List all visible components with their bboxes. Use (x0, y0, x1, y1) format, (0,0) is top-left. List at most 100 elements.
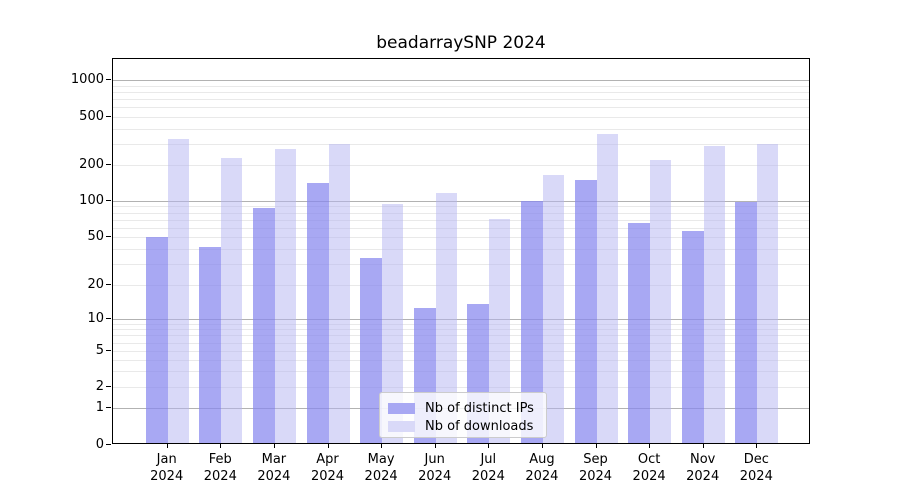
y-tick-label: 0 (95, 436, 104, 452)
y-tick-label: 100 (79, 192, 104, 208)
minor-gridline (113, 323, 809, 325)
bar-downloads (167, 139, 189, 443)
minor-gridline (113, 359, 809, 361)
x-tick-mark (434, 444, 436, 448)
bar-distinct-ips (252, 208, 275, 443)
x-tick-mark (702, 444, 704, 448)
x-tick-label: Jul 2024 (471, 452, 505, 484)
x-tick-label: Jan 2024 (150, 452, 184, 484)
minor-gridline (113, 143, 809, 145)
y-tick-label: 50 (87, 228, 104, 244)
minor-gridline (113, 206, 809, 208)
bar-downloads (382, 204, 404, 443)
y-tick-label: 10 (87, 310, 104, 326)
minor-gridline (113, 91, 809, 93)
x-tick-mark (166, 444, 168, 448)
legend-item-distinct-ips: Nb of distinct IPs (388, 400, 538, 416)
x-tick-mark (488, 444, 490, 448)
x-tick-label: Mar 2024 (257, 452, 291, 484)
minor-gridline (113, 219, 809, 221)
x-tick-label: May 2024 (364, 452, 398, 484)
chart-title: beadarraySNP 2024 (376, 33, 546, 53)
bar-downloads (596, 134, 618, 443)
minor-gridline (113, 263, 809, 265)
y-tick-label: 200 (79, 156, 104, 172)
bar-downloads (435, 193, 457, 443)
x-tick-mark (756, 444, 758, 448)
legend-item-downloads: Nb of downloads (388, 418, 538, 434)
minor-gridline (113, 351, 809, 352)
bar-distinct-ips (360, 258, 383, 443)
minor-gridline (113, 128, 809, 130)
y-tick-mark (106, 407, 111, 408)
major-gridline (113, 80, 809, 81)
bar-distinct-ips (306, 183, 329, 443)
y-tick-label: 500 (79, 108, 104, 124)
minor-gridline (113, 227, 809, 229)
bar-downloads (328, 143, 350, 443)
legend-swatch-distinct-ips (388, 402, 415, 414)
y-tick-mark (106, 350, 111, 351)
x-tick-mark (541, 444, 543, 448)
y-tick-mark (106, 236, 111, 237)
legend-label-distinct-ips: Nb of distinct IPs (425, 400, 534, 416)
minor-gridline (113, 165, 809, 166)
plot-area: Nb of distinct IPs Nb of downloads (112, 58, 810, 444)
bar-downloads (757, 143, 779, 443)
minor-gridline (113, 387, 809, 388)
x-tick-label: Dec 2024 (739, 452, 773, 484)
x-tick-label: Feb 2024 (203, 452, 237, 484)
y-tick-mark (106, 444, 111, 445)
y-tick-label: 5 (95, 342, 104, 358)
x-tick-label: Nov 2024 (686, 452, 720, 484)
x-tick-mark (649, 444, 651, 448)
bar-downloads (542, 174, 564, 443)
x-tick-mark (381, 444, 383, 448)
minor-gridline (113, 99, 809, 101)
major-gridline (113, 201, 809, 202)
x-tick-label: Sep 2024 (578, 452, 613, 484)
bar-distinct-ips (145, 237, 168, 443)
x-tick-mark (595, 444, 597, 448)
bar-distinct-ips (199, 246, 222, 443)
x-tick-label: Jun 2024 (418, 452, 452, 484)
minor-gridline (113, 335, 809, 337)
legend-swatch-downloads (388, 420, 415, 432)
y-tick-label: 20 (87, 276, 104, 292)
bar-downloads (274, 149, 296, 443)
y-tick-mark (106, 386, 111, 387)
y-tick-mark (106, 284, 111, 285)
legend-label-downloads: Nb of downloads (425, 418, 534, 434)
x-tick-label: Apr 2024 (310, 452, 345, 484)
minor-gridline (113, 212, 809, 214)
minor-gridline (113, 285, 809, 286)
minor-gridline (113, 371, 809, 373)
y-tick-label: 1 (95, 399, 104, 415)
x-tick-label: Aug 2024 (525, 452, 559, 484)
y-tick-label: 2 (95, 378, 104, 394)
minor-gridline (113, 248, 809, 250)
y-tick-mark (106, 200, 111, 201)
y-tick-label: 1000 (70, 71, 104, 87)
y-tick-mark (106, 116, 111, 117)
minor-gridline (113, 85, 809, 87)
bar-distinct-ips (574, 180, 597, 443)
y-tick-mark (106, 79, 111, 80)
bar-distinct-ips (735, 202, 758, 443)
minor-gridline (113, 117, 809, 118)
x-tick-label: Oct 2024 (632, 452, 666, 484)
bar-downloads (489, 219, 511, 443)
x-tick-mark (220, 444, 222, 448)
bar-distinct-ips (628, 223, 651, 443)
minor-gridline (113, 329, 809, 331)
minor-gridline (113, 237, 809, 238)
y-tick-mark (106, 164, 111, 165)
bar-downloads (703, 146, 725, 443)
x-tick-mark (273, 444, 275, 448)
bar-distinct-ips (681, 231, 704, 443)
bar-downloads (221, 157, 243, 443)
y-tick-mark (106, 318, 111, 319)
bar-downloads (650, 160, 672, 443)
minor-gridline (113, 107, 809, 109)
